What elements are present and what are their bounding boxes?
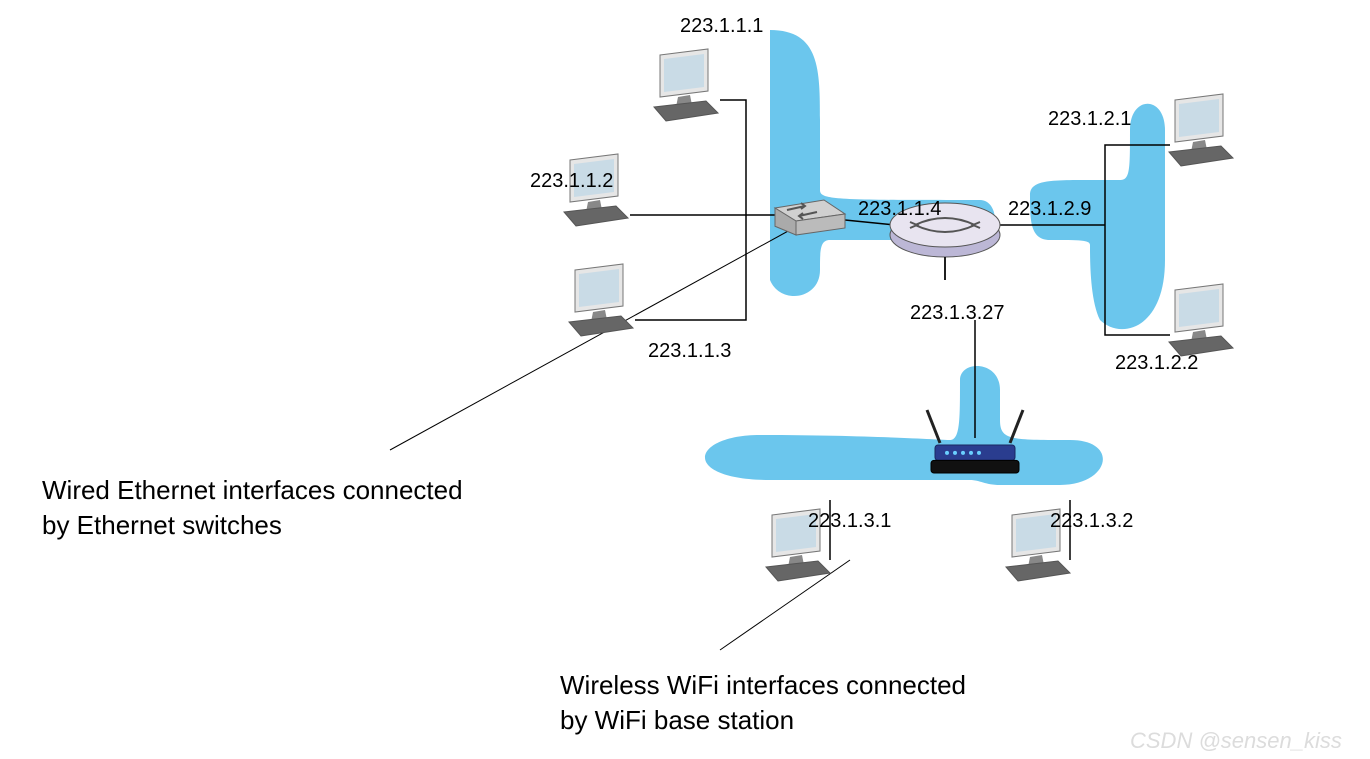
ip-label-router-bottom: 223.1.3.27 (910, 302, 1005, 325)
diagram-canvas (0, 0, 1370, 759)
ip-label-host-2-2: 223.1.2.2 (1115, 352, 1198, 375)
subnet-3 (705, 366, 1103, 485)
wifi-annotation-line1: Wireless WiFi interfaces connected (560, 670, 966, 701)
watermark-text: CSDN @sensen_kiss (1130, 728, 1342, 754)
host-1-1 (654, 49, 718, 121)
ip-label-router-right: 223.1.2.9 (1008, 198, 1091, 221)
wired-annotation-line1: Wired Ethernet interfaces connected (42, 475, 463, 506)
ip-label-router-left: 223.1.1.4 (858, 198, 941, 221)
ip-label-host-1-3: 223.1.1.3 (648, 340, 731, 363)
ip-label-host-2-1: 223.1.2.1 (1048, 108, 1131, 131)
ip-label-host-3-1: 223.1.3.1 (808, 510, 891, 533)
ip-label-host-1-1: 223.1.1.1 (680, 15, 763, 38)
wifi-annotation-line2: by WiFi base station (560, 705, 794, 736)
wired-annotation-line2: by Ethernet switches (42, 510, 282, 541)
host-2-2 (1169, 284, 1233, 356)
ip-label-host-3-2: 223.1.3.2 (1050, 510, 1133, 533)
host-2-1 (1169, 94, 1233, 166)
host-1-3 (569, 264, 633, 336)
ip-label-host-1-2: 223.1.1.2 (530, 170, 613, 193)
links (630, 100, 1170, 560)
